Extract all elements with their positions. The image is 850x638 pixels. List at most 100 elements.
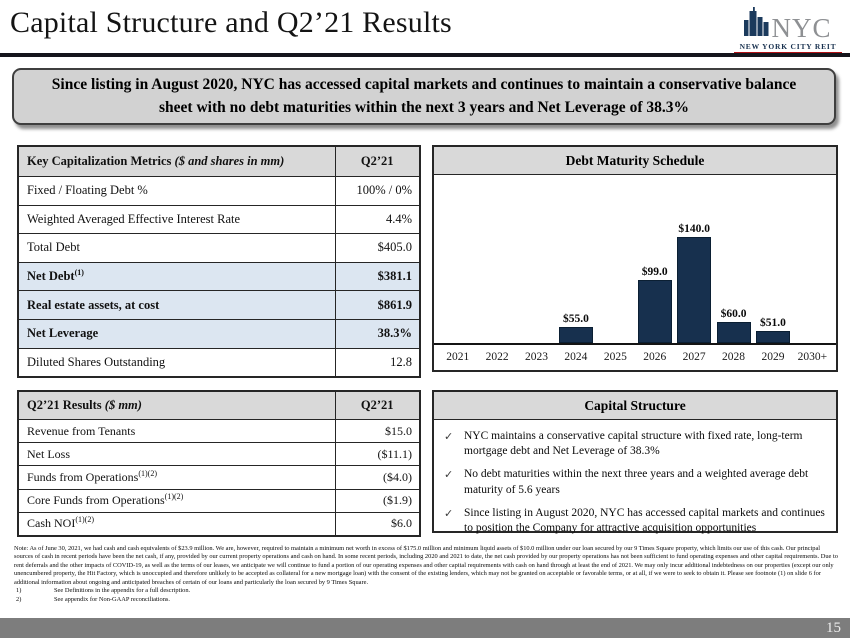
capital-structure-panel: Capital Structure ✓ NYC maintains a conse… — [432, 390, 838, 536]
bar-value-label: $60.0 — [720, 308, 747, 320]
banner-text: Since listing in August 2020, NYC has ac… — [51, 76, 797, 116]
table-row: Net Leverage 38.3% — [17, 318, 421, 349]
value-column-header: Q2’21 — [334, 390, 421, 420]
table-row: Cash NOI(1)(2) $6.0 — [17, 511, 421, 537]
row-label: Core Funds from Operations(1)(2) — [17, 488, 336, 513]
row-label: Net Debt(1) — [17, 261, 336, 292]
footer-bar: 15 — [0, 618, 850, 638]
row-value: 4.4% — [334, 204, 421, 235]
footnote-item: 1) See Definitions in the appendix for a … — [14, 587, 838, 595]
footnote-text: See appendix for Non-GAAP reconciliation… — [54, 595, 171, 603]
footnote-number: 1) — [16, 587, 22, 595]
results-table: Q2’21 Results ($ mm) Q2’21 Revenue from … — [17, 390, 421, 537]
bullet-list: ✓ NYC maintains a conservative capital st… — [434, 420, 836, 536]
footnote-text: See Definitions in the appendix for a fu… — [54, 587, 191, 595]
row-value: ($11.1) — [334, 442, 421, 467]
chart-slot: $99.0 — [635, 266, 674, 343]
row-value: $405.0 — [334, 233, 421, 263]
chart-slot: $55.0 — [556, 313, 595, 343]
chart-bar — [716, 322, 751, 343]
x-axis-label: 2027 — [682, 351, 706, 363]
table-row: Funds from Operations(1)(2) ($4.0) — [17, 465, 421, 490]
bullet-item: ✓ Since listing in August 2020, NYC has a… — [444, 506, 826, 536]
x-axis-label: 2025 — [603, 351, 627, 363]
footnote-note: Note: As of June 30, 2021, we had cash a… — [14, 545, 838, 586]
table-row: Core Funds from Operations(1)(2) ($1.9) — [17, 488, 421, 513]
cap-metrics-header: Key Capitalization Metrics ($ and shares… — [17, 145, 336, 177]
row-value: 12.8 — [334, 347, 421, 378]
table-header-row: Key Capitalization Metrics ($ and shares… — [17, 145, 421, 177]
row-label: Net Loss — [17, 442, 336, 467]
check-icon: ✓ — [444, 431, 454, 443]
table-row: Weighted Averaged Effective Interest Rat… — [17, 204, 421, 235]
row-label: Weighted Averaged Effective Interest Rat… — [17, 204, 336, 235]
table-row: Fixed / Floating Debt % 100% / 0% — [17, 176, 421, 206]
check-icon: ✓ — [444, 507, 454, 520]
row-label: Diluted Shares Outstanding — [17, 347, 336, 378]
row-label: Real estate assets, at cost — [17, 290, 336, 320]
row-label: Funds from Operations(1)(2) — [17, 465, 336, 490]
chart-plot-area: $55.0 $99.0 $140.0 $60.0 $51.0 — [434, 175, 836, 345]
row-label: Net Leverage — [17, 318, 336, 349]
bullet-item: ✓ NYC maintains a conservative capital st… — [444, 429, 826, 459]
x-axis-label: 2022 — [485, 351, 509, 363]
x-axis: 2021 2022 2023 2024 2025 2026 2027 2028 2029 2030… — [434, 351, 836, 363]
bar-value-label: $99.0 — [641, 266, 668, 278]
row-label: Revenue from Tenants — [17, 418, 336, 444]
table-row: Total Debt $405.0 — [17, 233, 421, 263]
row-value: 100% / 0% — [334, 176, 421, 206]
results-header: Q2’21 Results ($ mm) — [17, 390, 336, 420]
row-value: 38.3% — [334, 318, 421, 349]
footnote-item: 2) See appendix for Non-GAAP reconciliati… — [14, 596, 838, 604]
x-axis-label: 2021 — [446, 351, 470, 363]
row-label: Cash NOI(1)(2) — [17, 511, 336, 537]
chart-title: Debt Maturity Schedule — [434, 147, 836, 175]
logo-acronym: NYC — [771, 13, 832, 43]
check-icon: ✓ — [444, 469, 454, 482]
highlight-banner: Since listing in August 2020, NYC has ac… — [12, 68, 836, 125]
row-value: ($4.0) — [334, 465, 421, 490]
x-axis-label: 2028 — [722, 351, 746, 363]
table-row: Diluted Shares Outstanding 12.8 — [17, 347, 421, 378]
table-row: Real estate assets, at cost $861.9 — [17, 290, 421, 320]
bar-value-label: $51.0 — [760, 317, 786, 329]
row-value: $15.0 — [334, 418, 421, 444]
chart-slot: $140.0 — [674, 223, 713, 343]
chart-bar — [677, 237, 712, 343]
bar-value-label: $140.0 — [678, 223, 710, 235]
table-row: Net Debt(1) $381.1 — [17, 261, 421, 292]
debt-maturity-chart: Debt Maturity Schedule $55.0 $99.0 $140.0 $… — [432, 145, 838, 372]
nyc-skyline-icon — [744, 7, 769, 41]
row-value: ($1.9) — [334, 488, 421, 513]
bullet-item: ✓ No debt maturities within the next thre… — [444, 467, 826, 497]
row-value: $381.1 — [334, 261, 421, 292]
footnote-number: 2) — [16, 595, 22, 603]
table-row: Net Loss ($11.1) — [17, 442, 421, 467]
row-value: $861.9 — [334, 290, 421, 320]
chart-slot: $51.0 — [753, 317, 792, 343]
x-axis-label: 2029 — [761, 351, 785, 363]
row-value: $6.0 — [334, 511, 421, 537]
page-title: Capital Structure and Q2’21 Results — [10, 6, 452, 39]
bar-value-label: $55.0 — [562, 313, 589, 325]
x-axis-label: 2030+ — [797, 351, 828, 363]
row-label: Total Debt — [17, 233, 336, 263]
table-row: Revenue from Tenants $15.0 — [17, 418, 421, 444]
x-axis-label: 2026 — [643, 351, 667, 363]
x-axis-label: 2023 — [525, 351, 549, 363]
panel-title: Capital Structure — [434, 392, 836, 420]
cap-metrics-table: Key Capitalization Metrics ($ and shares… — [17, 145, 421, 379]
x-axis-label: 2024 — [564, 351, 588, 363]
row-label: Fixed / Floating Debt % — [17, 176, 336, 206]
logo-subtitle: NEW YORK CITY REIT — [734, 42, 842, 53]
value-column-header: Q2’21 — [334, 145, 421, 177]
company-logo: NYC NEW YORK CITY REIT — [734, 7, 842, 53]
table-header-row: Q2’21 Results ($ mm) Q2’21 — [17, 390, 421, 420]
chart-bar — [637, 280, 672, 343]
chart-slot: $60.0 — [714, 308, 753, 343]
bullet-text: Since listing in August 2020, NYC has ac… — [464, 506, 825, 534]
page-number: 15 — [826, 620, 841, 636]
bullet-text: No debt maturities within the next three… — [464, 468, 809, 496]
footnote-block: Note: As of June 30, 2021, we had cash a… — [14, 545, 838, 604]
